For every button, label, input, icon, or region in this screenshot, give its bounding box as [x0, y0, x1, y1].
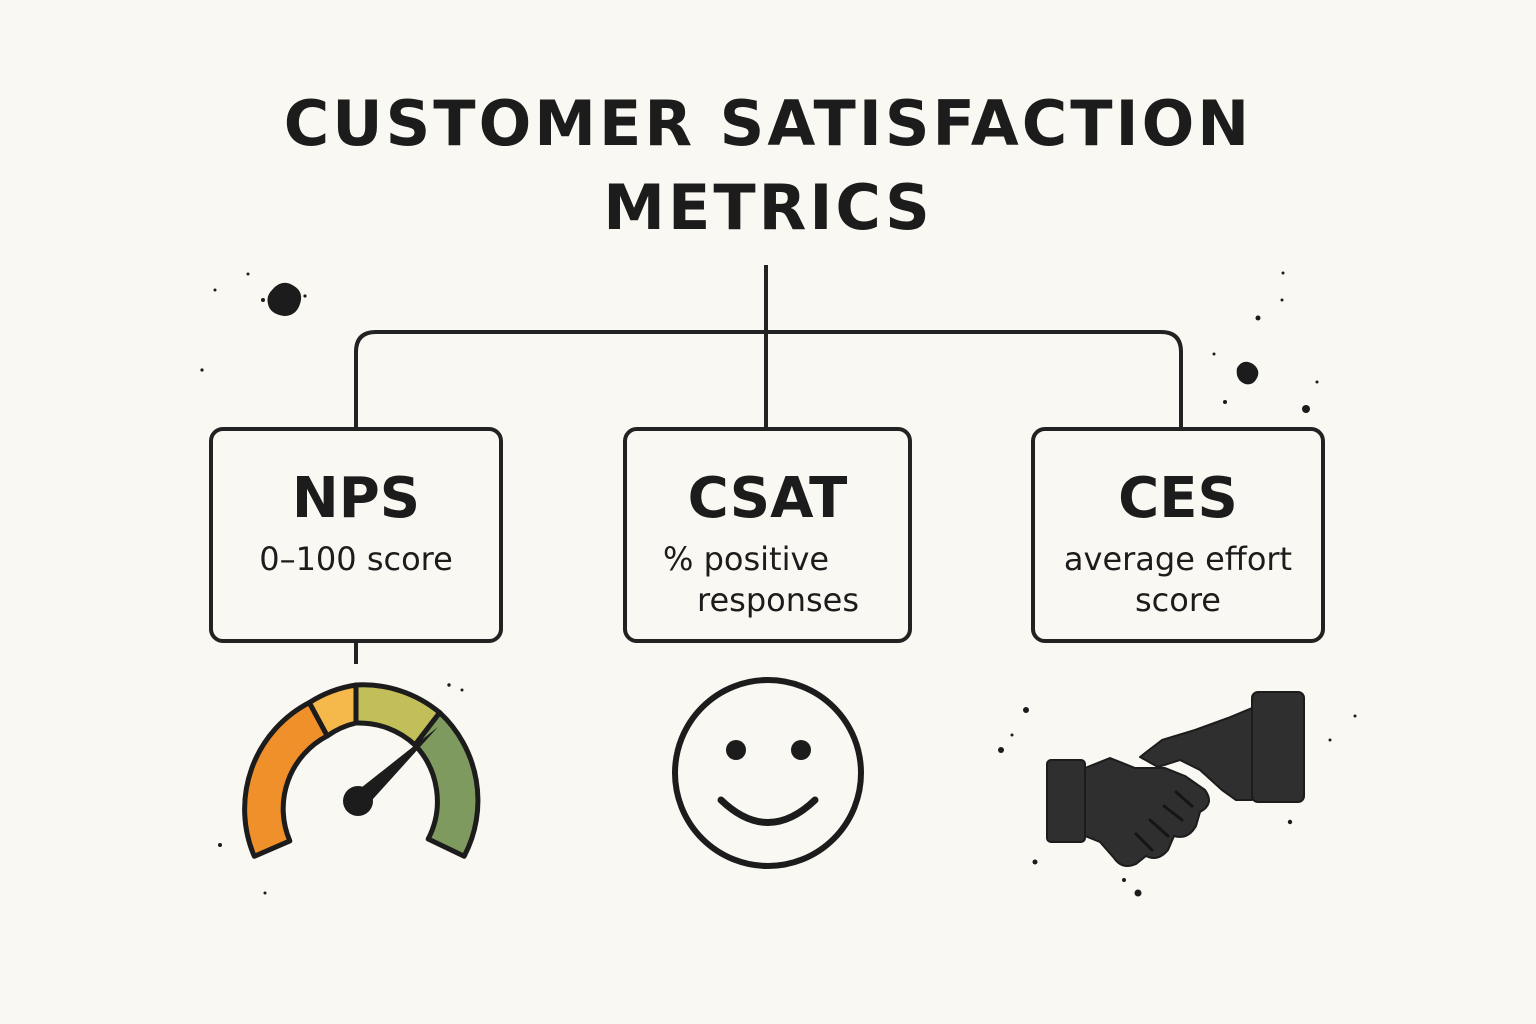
csat-description-line-1: % positive: [663, 540, 830, 578]
branch-line: [354, 330, 1183, 428]
csat-description-line-2: responses: [697, 581, 860, 619]
ces-description-line-1: average effort: [1063, 540, 1293, 578]
smiley-left-eye: [726, 740, 746, 760]
nps-metric-box: NPS 0–100 score: [209, 427, 503, 643]
left-cuff: [1046, 759, 1086, 843]
page-title-line-1: CUSTOMER SATISFACTION: [283, 87, 1253, 160]
smiley-right-eye: [791, 740, 811, 760]
left-hand: [1084, 757, 1210, 867]
gauge-needle: [352, 727, 438, 809]
speedometer-gauge-icon: [242, 682, 481, 859]
right-cuff: [1251, 691, 1305, 803]
nps-title: NPS: [291, 466, 421, 531]
csat-metric-box: CSAT % positive responses: [623, 427, 912, 643]
gauge-hub: [343, 786, 373, 816]
ces-description: average effort score: [1035, 539, 1321, 621]
ces-metric-box: CES average effort score: [1031, 427, 1325, 643]
page-title-line-2: METRICS: [603, 171, 933, 244]
smiley-face-icon: [672, 677, 864, 869]
connector-lines: [354, 265, 1183, 664]
ink-splatters: [200, 271, 1357, 897]
smiley-mouth: [717, 796, 819, 826]
nps-description: 0–100 score: [259, 540, 453, 578]
csat-title: CSAT: [687, 466, 848, 531]
ces-description-line-2: score: [1135, 581, 1221, 619]
handshake-icon: [1046, 691, 1305, 867]
ces-title: CES: [1118, 466, 1238, 531]
right-hand: [1139, 707, 1253, 801]
